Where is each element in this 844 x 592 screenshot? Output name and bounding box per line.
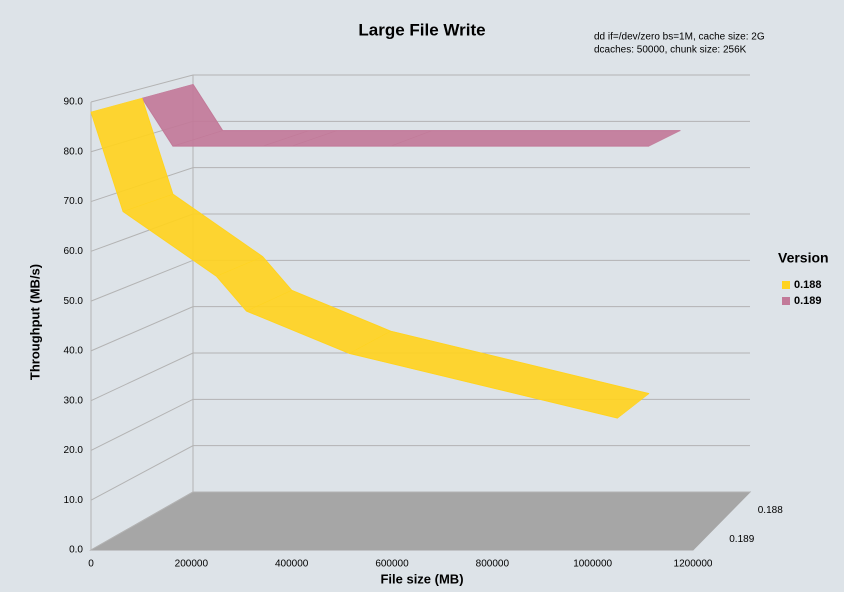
chart-subtitle: dd if=/dev/zero bs=1M, cache size: 2G — [594, 32, 765, 43]
x-tick-label: 1200000 — [674, 559, 713, 570]
x-tick-label: 1000000 — [573, 559, 612, 570]
x-tick-label: 600000 — [375, 559, 409, 570]
grid-line — [90, 352, 750, 402]
line — [90, 111, 618, 419]
y-tick-label: 50.0 — [64, 296, 84, 307]
floor — [89, 491, 752, 551]
grid-line — [90, 74, 750, 103]
legend-title: Version — [778, 250, 829, 266]
legend-swatch — [782, 297, 790, 305]
grid-line — [90, 491, 750, 551]
y-tick-label: 80.0 — [64, 146, 84, 157]
y-tick-label: 30.0 — [64, 395, 84, 406]
grid-line — [90, 259, 750, 302]
x-tick-label: 800000 — [476, 559, 510, 570]
x-tick-label: 200000 — [175, 559, 209, 570]
legend-label: 0.189 — [794, 295, 822, 307]
y-tick-label: 0.0 — [69, 545, 83, 556]
x-axis-title: File size (MB) — [380, 571, 463, 586]
grid-line — [90, 167, 750, 203]
ribbon-surface — [348, 330, 650, 419]
y-tick-label: 70.0 — [64, 196, 84, 207]
ribbon-surface — [390, 130, 681, 147]
y-tick-label: 60.0 — [64, 246, 84, 257]
chart-title: Large File Write — [358, 20, 485, 39]
x-tick-label: 400000 — [275, 559, 309, 570]
legend-label: 0.188 — [794, 279, 822, 291]
legend-swatch — [782, 281, 790, 289]
y-tick-label: 90.0 — [64, 97, 84, 108]
ribbon-back-edge — [141, 97, 650, 395]
grid-line — [90, 445, 750, 501]
grid-line — [90, 398, 750, 451]
y-tick-label: 20.0 — [64, 445, 84, 456]
x-tick-label: 0 — [88, 559, 94, 570]
ribbon-back-edge — [192, 83, 681, 132]
chart-subtitle: dcaches: 50000, chunk size: 256K — [594, 45, 747, 56]
y-tick-label: 10.0 — [64, 495, 84, 506]
y-tick-label: 40.0 — [64, 346, 84, 357]
grid-line — [90, 306, 750, 352]
depth-label: 0.188 — [758, 505, 783, 516]
depth-label: 0.189 — [729, 534, 754, 545]
y-axis-title: Throughput (MB/s) — [27, 264, 42, 380]
line — [141, 97, 650, 147]
